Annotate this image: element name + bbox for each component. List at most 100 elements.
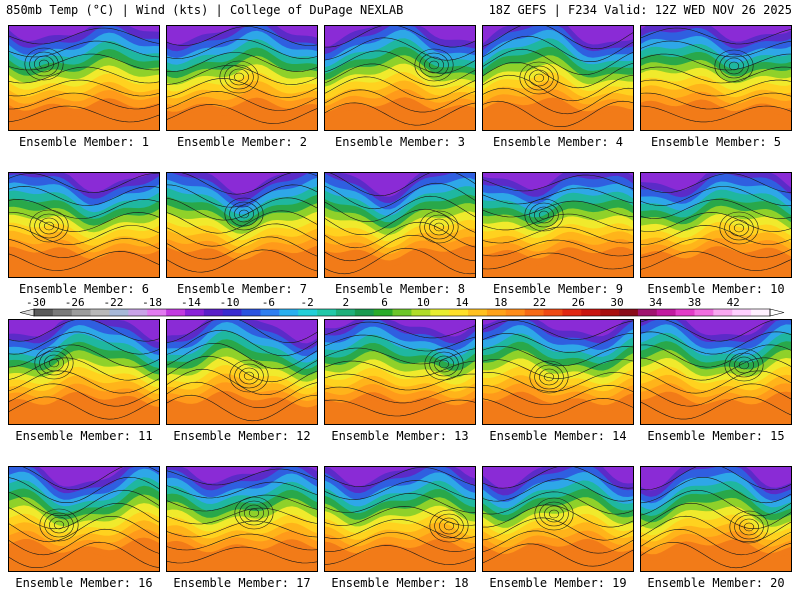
wind-streamline: [325, 89, 475, 113]
wind-streamline: [483, 530, 633, 554]
ensemble-member-map: [640, 25, 792, 131]
ensemble-member-map: [324, 466, 476, 572]
colorbar-swatch: [694, 309, 714, 316]
map-panel-field: [167, 26, 317, 130]
map-panel-field: [9, 173, 159, 277]
wind-streamline: [325, 37, 475, 61]
circulation-contour: [419, 210, 459, 244]
ensemble-member-map: [482, 319, 634, 425]
circulation-contour: [519, 61, 559, 95]
colorbar-tick-label: -22: [103, 296, 123, 309]
colorbar-swatch: [222, 309, 242, 316]
wind-streamline: [167, 381, 317, 408]
circulation-contour: [533, 73, 545, 83]
colorbar-tick-label: 34: [649, 296, 663, 309]
map-panel-field: [9, 467, 159, 571]
circulation-contour: [238, 209, 250, 219]
circulation-contour: [724, 57, 744, 75]
wind-streamline: [9, 212, 159, 232]
circulation-contour: [53, 520, 65, 530]
wind-streamline: [325, 235, 475, 262]
circulation-contour: [534, 497, 574, 531]
wind-streamline: [641, 331, 791, 355]
wind-streamline: [9, 225, 159, 245]
ensemble-member-label: Ensemble Member: 2: [176, 135, 308, 149]
wind-streamline: [167, 343, 317, 370]
wind-streamline: [641, 92, 791, 110]
circulation-contour: [48, 358, 60, 368]
circulation-contour: [424, 214, 454, 240]
wind-streamline: [167, 236, 317, 260]
wind-streamline: [9, 541, 159, 568]
wind-streamline: [167, 329, 317, 357]
colorbar-swatch: [52, 309, 73, 316]
wind-streamline: [325, 321, 475, 339]
wind-streamline: [641, 40, 791, 58]
wind-streamline: [483, 333, 633, 353]
wind-streamline: [167, 249, 317, 273]
circulation-contour: [443, 521, 455, 531]
wind-streamline: [641, 66, 791, 84]
wind-streamline: [9, 516, 159, 543]
wind-streamline: [641, 212, 791, 232]
colorbar-min-arrow: [19, 308, 35, 317]
circulation-contour: [424, 347, 464, 381]
wind-streamline: [9, 320, 159, 342]
wind-streamline: [325, 195, 475, 222]
wind-streamline: [167, 78, 317, 98]
ensemble-member-map: [482, 25, 634, 131]
colorbar-swatch: [260, 309, 280, 316]
colorbar-swatch: [732, 309, 752, 316]
wind-streamline: [325, 26, 475, 48]
wind-streamline: [9, 489, 159, 517]
wind-streamline: [9, 396, 159, 420]
ensemble-member-label: Ensemble Member: 6: [18, 282, 150, 296]
wind-streamline: [483, 467, 633, 489]
colorbar-swatch: [468, 309, 488, 316]
colorbar-swatch: [147, 309, 167, 316]
circulation-contour: [38, 59, 50, 69]
colorbar-tick-label: 42: [727, 296, 740, 309]
wind-streamline: [483, 491, 633, 515]
colorbar-swatch: [354, 309, 374, 316]
wind-streamline: [641, 320, 791, 342]
colorbar-swatch: [241, 309, 261, 316]
circulation-contour: [548, 509, 560, 519]
colorbar-tick-label: -10: [220, 296, 240, 309]
colorbar-tick-label: 26: [572, 296, 585, 309]
colorbar-swatch: [71, 309, 91, 316]
colorbar-tick-label: 14: [455, 296, 469, 309]
ensemble-member-label: Ensemble Member: 20: [647, 576, 785, 590]
circulation-contour: [539, 501, 569, 527]
colorbar-swatch: [543, 309, 563, 316]
map-panel-field: [483, 173, 633, 277]
ensemble-member-map: [482, 172, 634, 278]
circulation-contour: [543, 372, 555, 382]
circulation-contour: [233, 72, 245, 82]
circulation-contour: [49, 516, 69, 534]
circulation-contour: [248, 508, 260, 518]
colorbar-swatch: [34, 309, 54, 316]
ensemble-member-label: Ensemble Member: 19: [489, 576, 627, 590]
wind-streamline: [325, 360, 475, 378]
wind-streamline: [167, 39, 317, 59]
wind-streamline: [483, 478, 633, 502]
wind-streamline: [325, 545, 475, 565]
colorbar-tick-label: -30: [26, 296, 46, 309]
colorbar-tick-label: 10: [417, 296, 430, 309]
map-panel-field: [641, 320, 791, 424]
wind-streamline: [641, 79, 791, 97]
wind-streamline: [483, 239, 633, 257]
map-panel-field: [167, 173, 317, 277]
colorbar-swatch: [637, 309, 658, 316]
map-panel-field: [641, 467, 791, 571]
wind-streamline: [641, 199, 791, 219]
circulation-contour: [733, 223, 745, 233]
colorbar-swatch: [184, 309, 205, 316]
circulation-contour: [729, 510, 769, 544]
ensemble-member-label: Ensemble Member: 18: [331, 576, 469, 590]
colorbar-swatch: [751, 309, 771, 316]
colorbar-swatch: [486, 309, 507, 316]
colorbar-tick-label: 30: [610, 296, 623, 309]
wind-streamline: [9, 370, 159, 394]
